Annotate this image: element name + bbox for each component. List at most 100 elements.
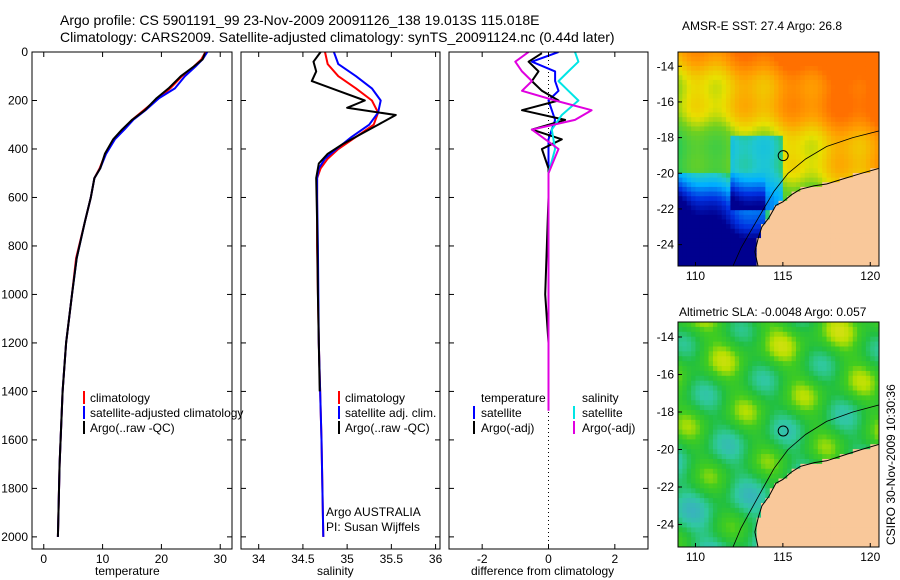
map-cell	[874, 93, 879, 100]
map-cell	[717, 210, 723, 216]
map-cell	[739, 512, 745, 519]
map-cell	[804, 98, 810, 104]
map-cell	[844, 434, 850, 440]
map-cell	[699, 517, 705, 524]
map-cell	[778, 454, 784, 460]
map-cell	[787, 395, 793, 401]
map-cell	[721, 131, 727, 137]
map-cell	[747, 242, 753, 248]
map-cell	[743, 434, 749, 440]
map-cell	[774, 419, 780, 426]
map-cell	[852, 493, 858, 499]
map-cell	[865, 512, 871, 519]
map-cell	[804, 210, 810, 216]
map-cell	[695, 163, 701, 169]
y-tick-label: 1400	[1, 384, 28, 398]
map-cell	[874, 200, 879, 207]
map-cell	[830, 56, 836, 62]
map-cell	[695, 93, 701, 100]
map-cell	[865, 468, 871, 475]
map-cell	[726, 79, 732, 86]
map-cell	[747, 256, 753, 262]
map-cell	[778, 177, 784, 183]
map-cell	[678, 191, 683, 197]
map-cell	[844, 366, 850, 372]
map-cell	[835, 375, 841, 382]
map-cell	[708, 370, 714, 377]
map-cell	[734, 112, 740, 118]
map-cell	[717, 177, 723, 183]
map-cell	[795, 370, 801, 377]
map-cell	[708, 400, 714, 406]
map-cell	[870, 468, 876, 475]
map-cell	[761, 414, 766, 421]
map-cell	[752, 196, 758, 202]
map-cell	[839, 112, 845, 118]
map-cell	[699, 140, 705, 146]
map-cell	[752, 498, 758, 504]
map-cell	[686, 527, 692, 533]
map-cell	[835, 242, 841, 248]
map-cell	[699, 493, 705, 499]
map-cell	[813, 527, 819, 533]
map-cell	[730, 537, 736, 543]
map-cell	[726, 238, 732, 244]
map-cell	[761, 261, 766, 266]
map-cell	[747, 117, 753, 123]
map-cell	[813, 172, 819, 179]
map-cell	[699, 326, 705, 333]
map-cell	[870, 380, 876, 387]
map-cell	[874, 439, 879, 445]
map-cell	[870, 419, 876, 426]
map-cell	[848, 121, 854, 128]
map-cell	[865, 224, 871, 230]
map-cell	[761, 454, 766, 460]
map-cell	[704, 228, 710, 235]
map-cell	[804, 52, 810, 58]
map-cell	[686, 219, 692, 225]
map-cell	[826, 458, 832, 465]
map-cell	[844, 331, 850, 338]
map-cell	[734, 103, 740, 109]
map-cell	[743, 532, 749, 538]
map-cell	[743, 196, 749, 202]
map-cell	[699, 405, 705, 411]
x-tick-label: 30	[214, 552, 228, 566]
map-cell	[817, 527, 823, 533]
map-cell	[765, 405, 771, 411]
map-cell	[852, 473, 858, 480]
map-cell	[761, 52, 766, 58]
map-cell	[848, 103, 854, 109]
map-cell	[712, 502, 718, 509]
map-cell	[830, 527, 836, 533]
map-cell	[787, 154, 793, 160]
map-cell	[813, 149, 819, 155]
map-cell	[678, 182, 683, 188]
map-cell	[839, 444, 845, 450]
map-cell	[765, 356, 771, 362]
map-cell	[857, 370, 863, 377]
map-cell	[874, 483, 879, 489]
map-cell	[839, 326, 845, 333]
map-cell	[852, 517, 858, 524]
map-cell	[739, 256, 745, 262]
map-cell	[857, 121, 863, 128]
map-cell	[778, 434, 784, 440]
map-cell	[756, 252, 762, 258]
map-cell	[813, 439, 819, 445]
x-tick-label: 115	[773, 269, 792, 283]
map-cell	[839, 400, 845, 406]
map-cell	[822, 385, 828, 392]
map-cell	[874, 126, 879, 132]
map-cell	[861, 182, 867, 188]
map-cell	[774, 454, 780, 460]
map-cell	[839, 172, 845, 179]
map-cell	[726, 52, 732, 58]
map-cell	[791, 356, 797, 362]
map-cell	[813, 542, 819, 547]
map-cell	[809, 224, 815, 230]
map-cell	[761, 517, 766, 524]
map-cell	[699, 205, 705, 211]
map-cell	[747, 493, 753, 499]
map-cell	[717, 145, 723, 151]
